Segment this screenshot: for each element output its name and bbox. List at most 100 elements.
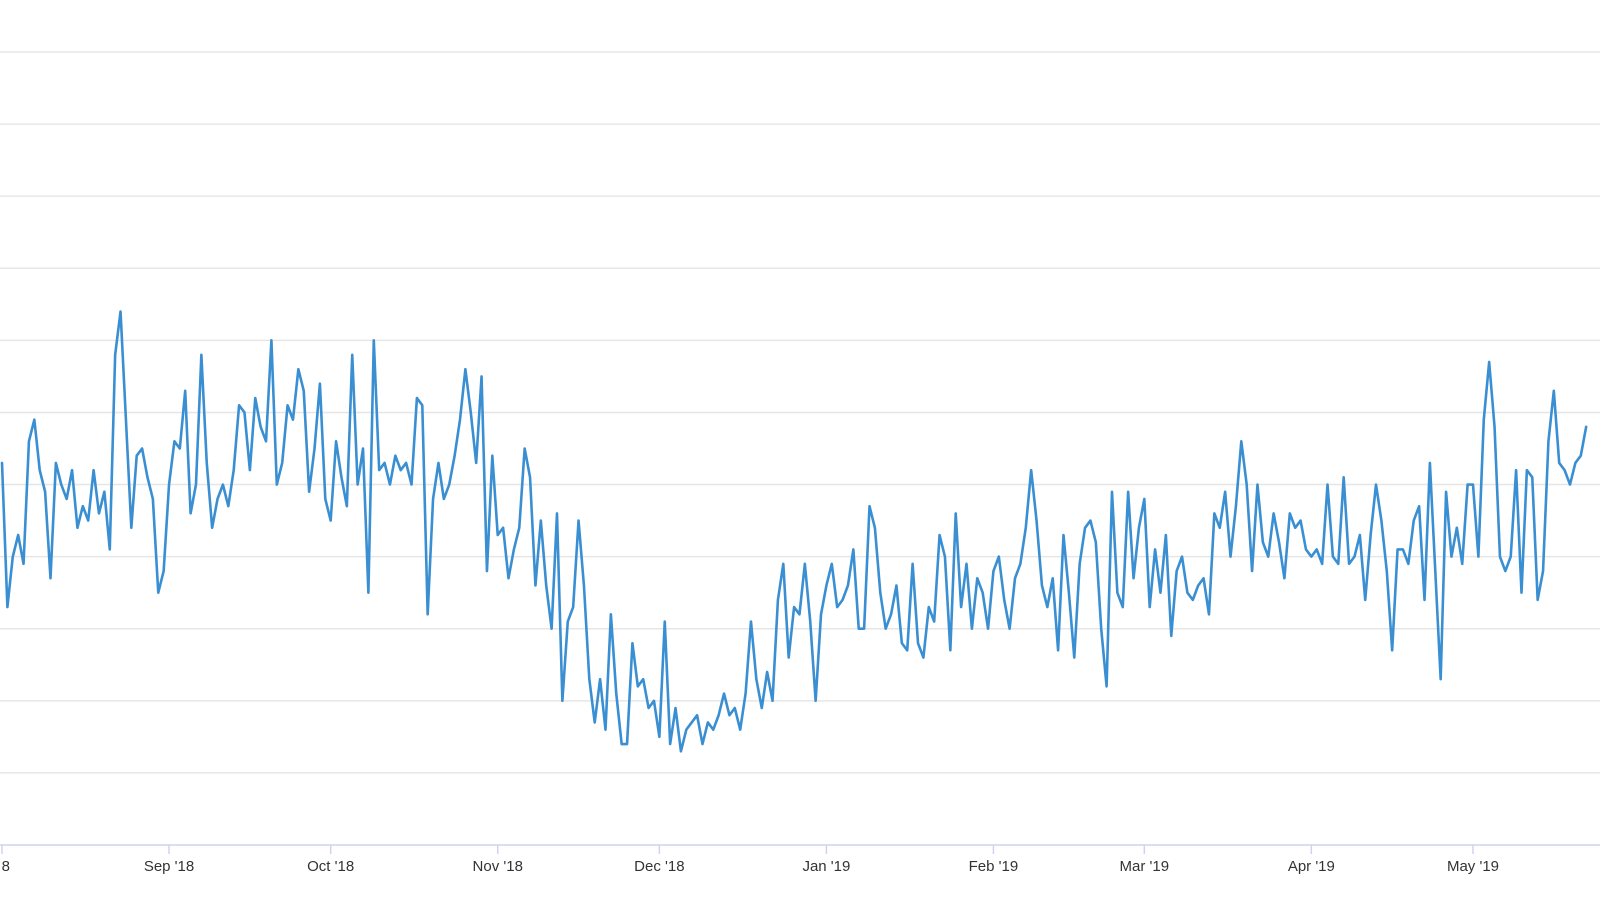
data-point bbox=[32, 418, 36, 422]
data-point bbox=[1153, 547, 1157, 551]
series-line bbox=[0, 310, 1588, 753]
data-point bbox=[318, 382, 322, 386]
data-point bbox=[1514, 468, 1518, 472]
data-point bbox=[1455, 526, 1459, 530]
data-point bbox=[868, 504, 872, 508]
data-point bbox=[361, 447, 365, 451]
data-point bbox=[997, 555, 1001, 559]
data-point bbox=[183, 389, 187, 393]
data-point bbox=[1584, 425, 1588, 429]
data-point bbox=[307, 490, 311, 494]
data-point bbox=[1121, 605, 1125, 609]
data-point bbox=[975, 576, 979, 580]
data-point bbox=[792, 605, 796, 609]
data-point bbox=[593, 720, 597, 724]
data-point bbox=[657, 735, 661, 739]
x-tick-label: Apr '19 bbox=[1288, 858, 1335, 875]
data-point bbox=[803, 562, 807, 566]
data-point bbox=[286, 403, 290, 407]
data-point bbox=[1040, 583, 1044, 587]
data-point bbox=[1347, 562, 1351, 566]
data-point bbox=[216, 497, 220, 501]
data-point bbox=[248, 468, 252, 472]
data-point bbox=[507, 576, 511, 580]
data-point bbox=[1002, 598, 1006, 602]
data-point bbox=[1229, 555, 1233, 559]
data-point bbox=[458, 418, 462, 422]
data-point bbox=[242, 410, 246, 414]
data-point bbox=[393, 454, 397, 458]
data-point bbox=[674, 706, 678, 710]
data-point bbox=[1223, 490, 1227, 494]
data-point bbox=[436, 461, 440, 465]
data-point bbox=[1525, 468, 1529, 472]
data-point bbox=[194, 483, 198, 487]
data-point bbox=[1180, 555, 1184, 559]
data-point bbox=[119, 310, 123, 314]
data-point bbox=[1315, 547, 1319, 551]
data-point bbox=[1207, 612, 1211, 616]
data-point bbox=[717, 713, 721, 717]
data-point bbox=[1056, 648, 1060, 652]
data-point bbox=[345, 504, 349, 508]
data-point bbox=[1196, 583, 1200, 587]
data-point bbox=[830, 562, 834, 566]
data-point bbox=[781, 562, 785, 566]
data-point bbox=[1417, 504, 1421, 508]
data-point bbox=[754, 677, 758, 681]
data-point bbox=[776, 598, 780, 602]
data-point bbox=[1072, 656, 1076, 660]
data-point bbox=[1218, 526, 1222, 530]
data-point bbox=[948, 648, 952, 652]
data-point bbox=[738, 728, 742, 732]
data-point bbox=[167, 483, 171, 487]
data-point bbox=[1563, 468, 1567, 472]
data-point bbox=[124, 418, 128, 422]
data-point bbox=[221, 483, 225, 487]
data-point bbox=[533, 583, 537, 587]
data-point bbox=[275, 483, 279, 487]
x-tick-label: Feb '19 bbox=[969, 858, 1019, 875]
data-point bbox=[981, 591, 985, 595]
data-point bbox=[302, 389, 306, 393]
x-tick-label: Jan '19 bbox=[802, 858, 850, 875]
data-point bbox=[113, 353, 117, 357]
data-point bbox=[787, 656, 791, 660]
data-point bbox=[630, 641, 634, 645]
data-point bbox=[1088, 519, 1092, 523]
data-point bbox=[0, 461, 4, 465]
data-point bbox=[1423, 598, 1427, 602]
data-point bbox=[625, 742, 629, 746]
x-tick-label: Mar '19 bbox=[1120, 858, 1170, 875]
x-tick-label: 8 bbox=[2, 858, 10, 875]
data-point bbox=[609, 612, 613, 616]
data-point bbox=[172, 439, 176, 443]
data-point bbox=[453, 454, 457, 458]
data-point bbox=[5, 605, 9, 609]
data-point bbox=[808, 620, 812, 624]
data-point bbox=[841, 598, 845, 602]
data-point bbox=[280, 461, 284, 465]
data-point bbox=[1449, 555, 1453, 559]
data-point bbox=[1132, 576, 1136, 580]
series-layer bbox=[0, 310, 1588, 753]
data-point bbox=[1239, 439, 1243, 443]
data-point bbox=[1536, 598, 1540, 602]
data-point bbox=[1546, 439, 1550, 443]
data-point bbox=[372, 338, 376, 342]
data-point bbox=[1299, 519, 1303, 523]
data-point bbox=[447, 483, 451, 487]
data-point bbox=[81, 504, 85, 508]
data-point bbox=[22, 562, 26, 566]
data-point bbox=[1390, 648, 1394, 652]
data-point bbox=[1304, 547, 1308, 551]
data-point bbox=[1115, 591, 1119, 595]
data-point bbox=[469, 410, 473, 414]
data-point bbox=[410, 483, 414, 487]
data-point bbox=[1487, 360, 1491, 364]
data-point bbox=[1158, 591, 1162, 595]
data-point bbox=[70, 468, 74, 472]
data-point bbox=[11, 555, 15, 559]
data-point bbox=[1428, 461, 1432, 465]
data-point bbox=[916, 641, 920, 645]
